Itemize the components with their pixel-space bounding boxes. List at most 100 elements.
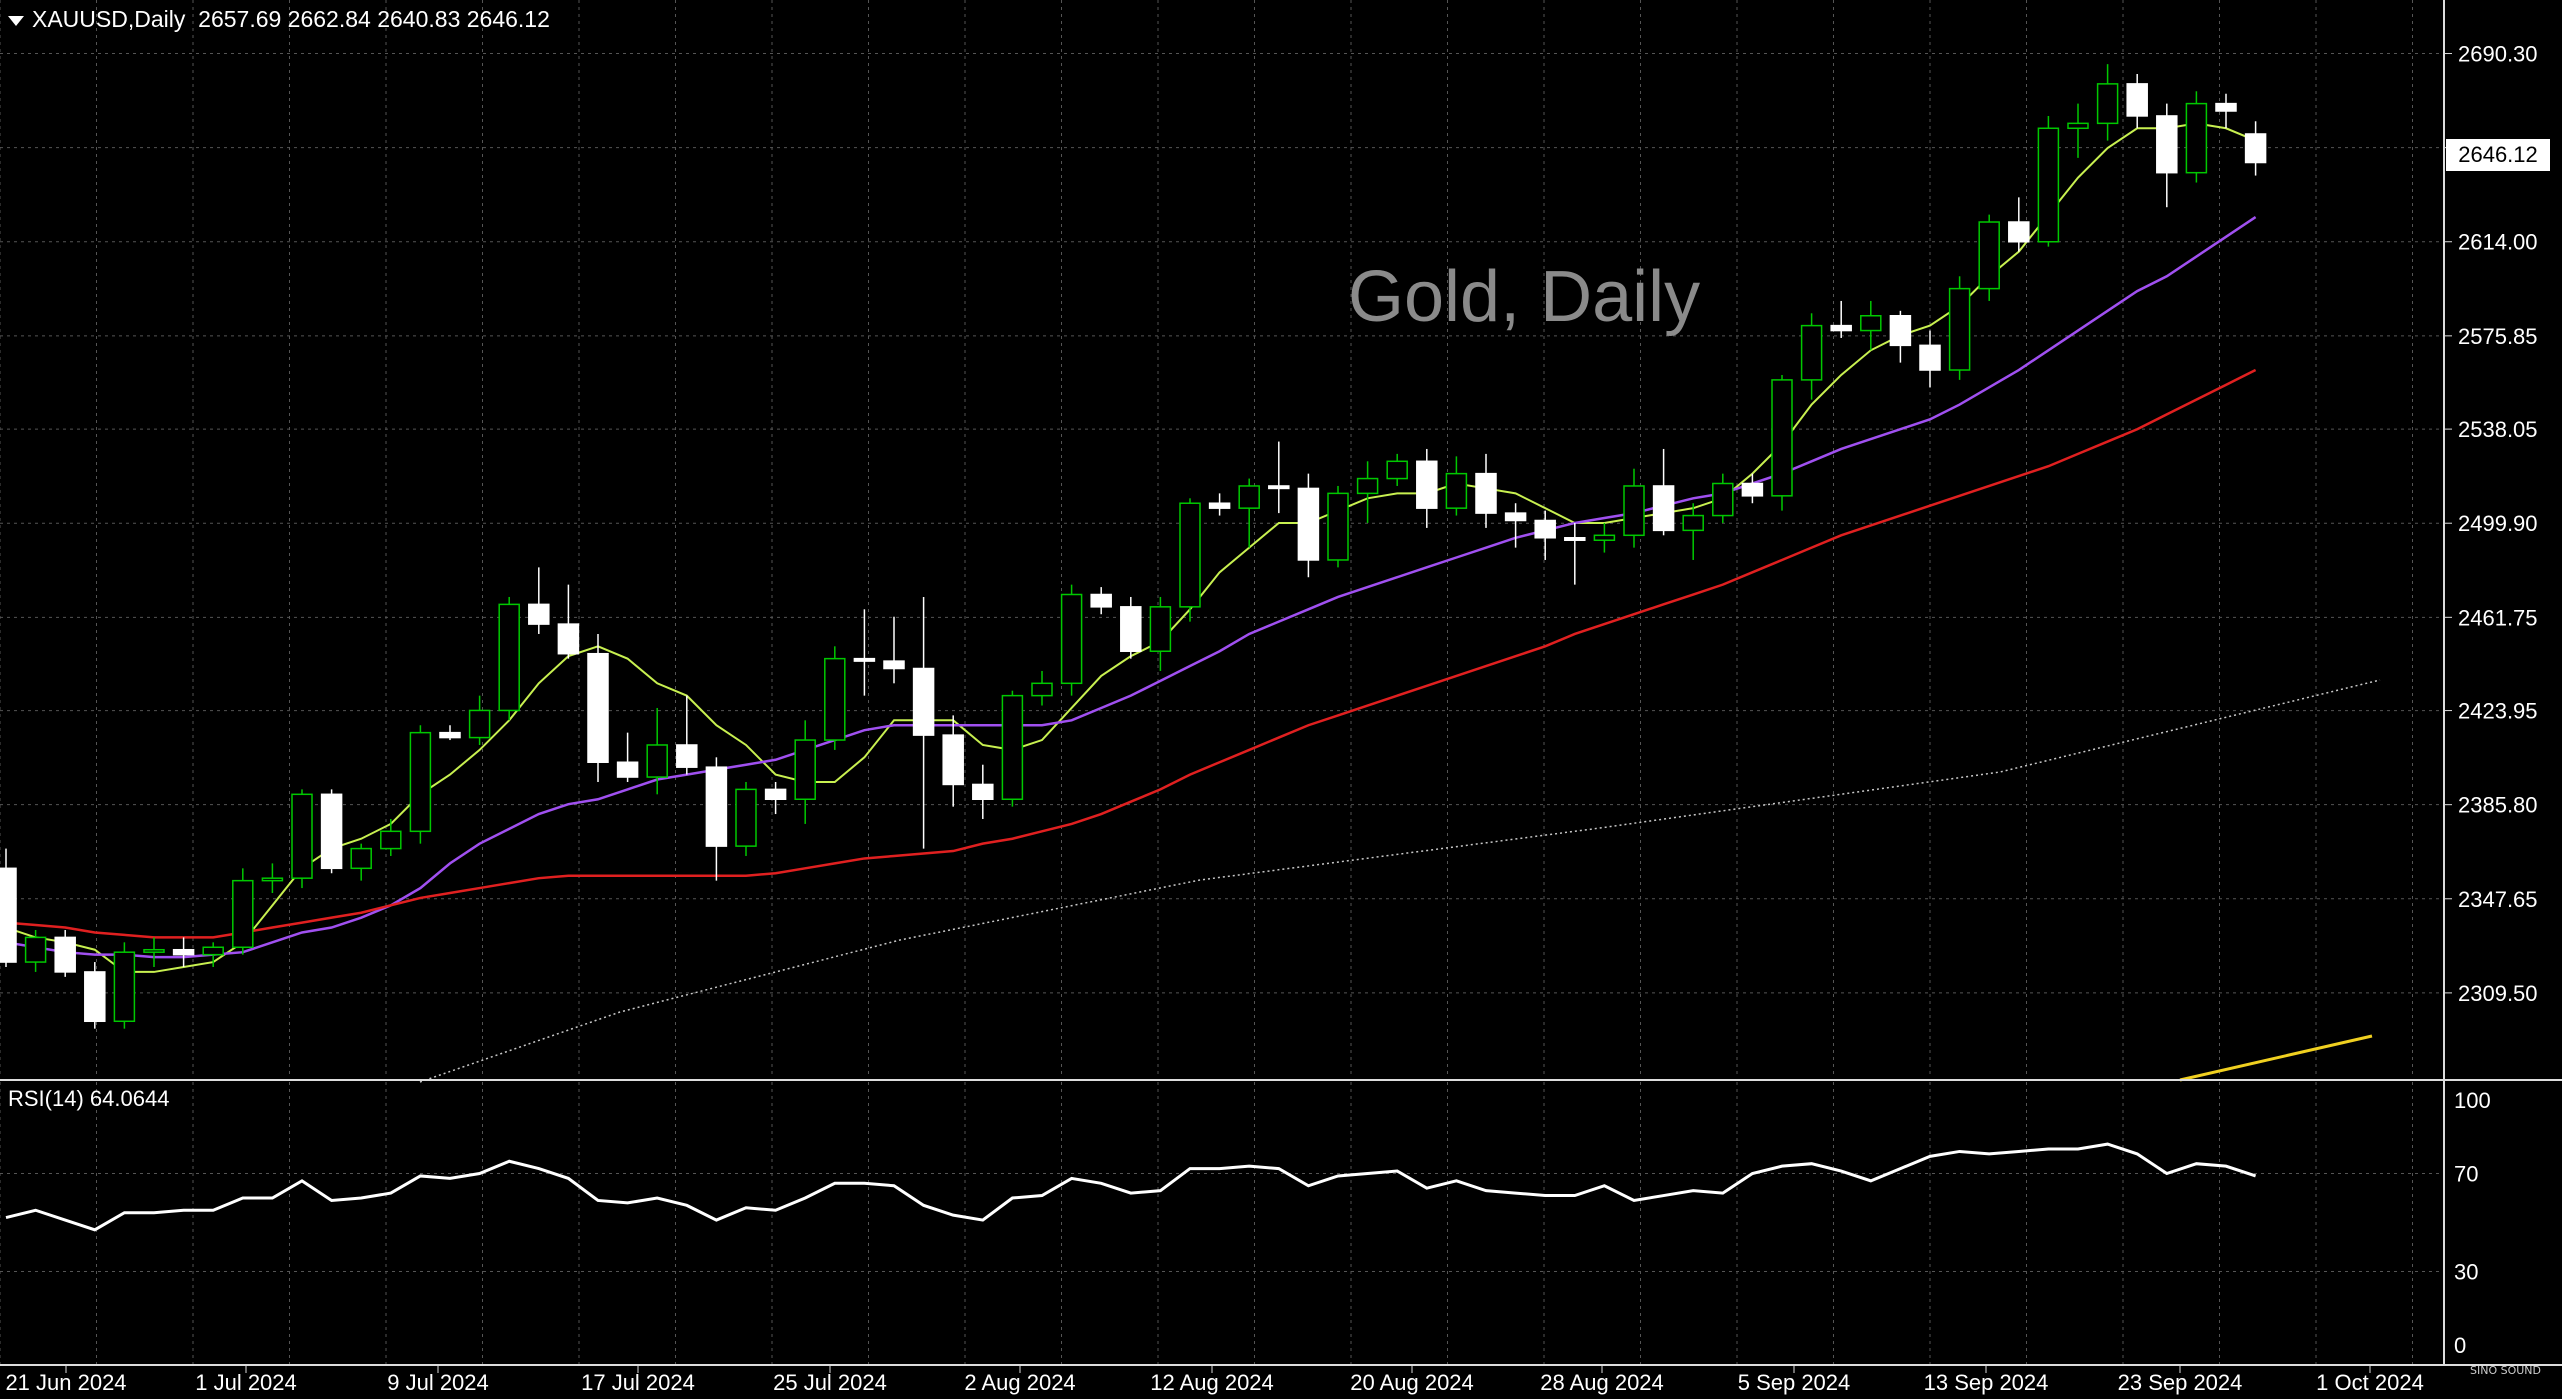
candle-body	[853, 657, 876, 662]
candle-body	[380, 830, 402, 850]
candle-body	[883, 660, 905, 670]
candle-body	[528, 603, 550, 625]
price-tick-label: 2614.00	[2458, 230, 2538, 255]
candle-body	[143, 948, 165, 953]
price-tick-label: 2385.80	[2458, 793, 2538, 818]
time-tick-label: 5 Sep 2024	[1738, 1370, 1851, 1395]
candle-body	[735, 788, 757, 847]
candle-body	[1800, 324, 1823, 381]
time-tick-label: 21 Jun 2024	[5, 1370, 126, 1395]
candle-body	[1475, 472, 1497, 514]
candle-body	[1741, 482, 1764, 497]
candle-body	[468, 709, 491, 739]
symbol-header[interactable]: XAUUSD,Daily 2657.69 2662.84 2640.83 264…	[8, 6, 550, 33]
rsi-label: RSI(14) 64.0644	[8, 1086, 170, 1111]
candle-body	[202, 946, 224, 956]
last-price-tag: 2646.12	[2446, 139, 2550, 171]
ma-yellow-line	[2179, 1034, 2373, 1082]
candle-body	[2037, 127, 2060, 243]
price-tick-label: 2347.65	[2458, 887, 2538, 912]
candle-body	[1712, 482, 1734, 517]
candle-body	[912, 667, 935, 736]
candle-body	[1593, 534, 1616, 541]
candle-body	[2244, 133, 2267, 164]
price-tick-label: 2309.50	[2458, 981, 2538, 1006]
candle-body	[616, 761, 639, 778]
time-tick-label: 23 Sep 2024	[2118, 1370, 2243, 1395]
rsi-line	[5, 1142, 2257, 1232]
candle-body	[1120, 606, 1142, 652]
candle-body	[2096, 83, 2119, 125]
chevron-down-icon[interactable]	[8, 15, 24, 26]
candle-body	[676, 744, 698, 768]
symbol-name: XAUUSD,Daily	[32, 6, 186, 32]
candle-body	[172, 948, 195, 956]
time-tick-label: 1 Oct 2024	[2316, 1370, 2424, 1395]
candle-body	[0, 867, 17, 963]
candle-body	[1001, 694, 1024, 800]
candle-body	[439, 731, 461, 739]
price-tick-label: 2461.75	[2458, 605, 2538, 630]
candle-body	[1623, 485, 1645, 537]
candle-body	[794, 739, 816, 800]
price-tick-label: 2423.95	[2458, 699, 2538, 724]
rsi-tick-label: 70	[2454, 1162, 2478, 1187]
candle-body	[705, 766, 728, 847]
candle-body	[1948, 287, 1971, 371]
candle-body	[1386, 460, 1408, 480]
candle-body	[2067, 122, 2089, 130]
candle-body	[2156, 115, 2178, 174]
candle-body	[1031, 682, 1053, 697]
candle-body	[320, 793, 343, 870]
candles	[0, 64, 2267, 1029]
candle-body	[646, 744, 668, 778]
candle-body	[2185, 102, 2208, 174]
candle-body	[1356, 477, 1379, 495]
candle-body	[1771, 379, 1793, 497]
candle-body	[24, 936, 47, 963]
candle-body	[557, 623, 580, 655]
candle-body	[972, 783, 994, 800]
candle-body	[942, 734, 964, 786]
ma-fast-line	[5, 122, 2256, 973]
candle-body	[1238, 485, 1260, 509]
candle-body	[498, 603, 520, 712]
price-tick-label: 2575.85	[2458, 324, 2538, 349]
candle-body	[587, 652, 609, 763]
price-tick-label: 2499.90	[2458, 511, 2538, 536]
candle-body	[1534, 519, 1556, 539]
candle-body	[261, 877, 284, 882]
rsi-panel	[5, 1142, 2257, 1232]
candle-body	[1919, 344, 1941, 371]
candle-body	[2008, 221, 2030, 243]
candle-body	[1830, 324, 1852, 332]
ma-mid-line	[5, 216, 2257, 959]
time-tick-label: 28 Aug 2024	[1540, 1370, 1664, 1395]
moving-average-lines	[5, 122, 2381, 1083]
time-tick-label: 12 Aug 2024	[1150, 1370, 1274, 1395]
rsi-tick-label: 100	[2454, 1088, 2491, 1113]
candle-body	[1652, 485, 1675, 532]
price-tick-label: 2538.05	[2458, 417, 2538, 442]
candle-body	[54, 936, 76, 973]
candle-body	[2126, 83, 2148, 117]
candle-body	[1327, 492, 1349, 561]
time-tick-label: 25 Jul 2024	[773, 1370, 887, 1395]
candle-body	[232, 879, 254, 949]
candle-body	[1208, 502, 1231, 509]
candle-body	[291, 793, 313, 879]
candle-body	[1268, 485, 1290, 490]
candle-body	[1860, 315, 1882, 332]
time-tick-label: 17 Jul 2024	[581, 1370, 695, 1395]
candle-body	[1297, 487, 1320, 561]
time-tick-label: 2 Aug 2024	[964, 1370, 1075, 1395]
ma-long-line	[419, 679, 2381, 1083]
time-tick-label: 9 Jul 2024	[387, 1370, 489, 1395]
ma-slow-line	[5, 368, 2257, 939]
time-tick-label: 1 Jul 2024	[195, 1370, 297, 1395]
candle-body	[1889, 315, 1912, 347]
candle-body	[1149, 606, 1172, 652]
candle-body	[1445, 472, 1468, 509]
